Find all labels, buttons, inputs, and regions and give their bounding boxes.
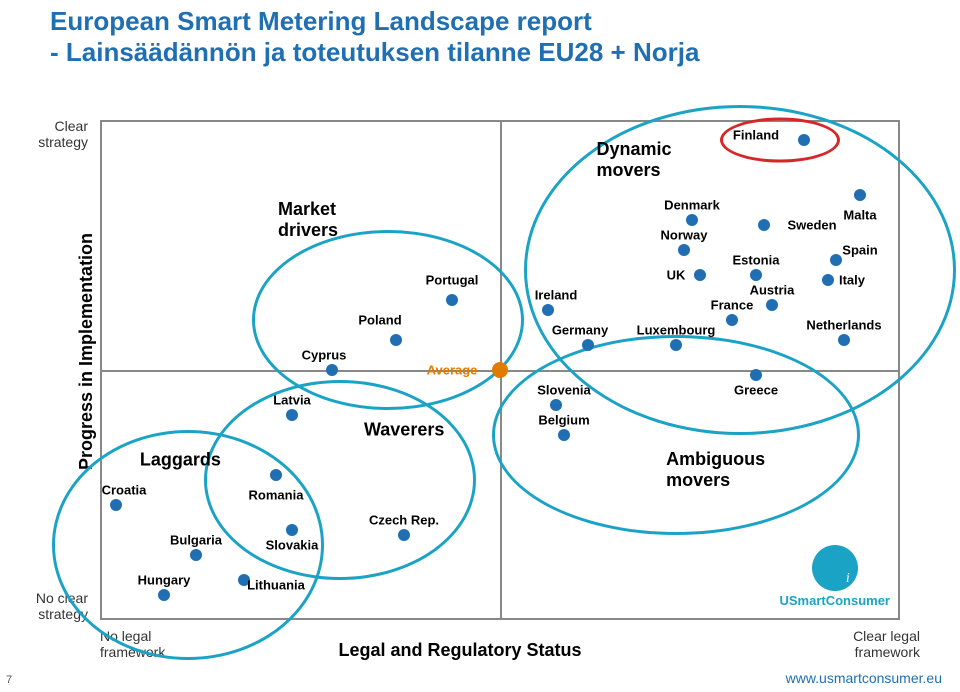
group-label-market-drivers: Marketdrivers: [278, 199, 338, 241]
group-label-waverers: Waverers: [364, 420, 444, 441]
data-label-malta: Malta: [843, 208, 876, 223]
data-label-bulgaria: Bulgaria: [170, 533, 222, 548]
logo-text: USmartConsumer: [779, 593, 890, 608]
data-label-netherlands: Netherlands: [806, 318, 881, 333]
data-point-denmark: [686, 214, 698, 226]
data-label-average: Average: [427, 363, 478, 378]
data-label-belgium: Belgium: [538, 413, 589, 428]
y-axis-title: Progress in Implementation: [76, 233, 97, 470]
data-point-sweden: [758, 219, 770, 231]
page-number: 7: [6, 674, 12, 686]
logo: USmartConsumer: [779, 545, 890, 608]
data-label-greece: Greece: [734, 383, 778, 398]
data-label-hungary: Hungary: [138, 573, 191, 588]
page-title: European Smart Metering Landscape report…: [50, 6, 699, 68]
data-label-finland: Finland: [733, 128, 779, 143]
data-label-estonia: Estonia: [733, 253, 780, 268]
data-label-ireland: Ireland: [535, 288, 578, 303]
data-label-austria: Austria: [750, 283, 795, 298]
data-label-norway: Norway: [661, 228, 708, 243]
data-label-denmark: Denmark: [664, 198, 720, 213]
data-point-latvia: [286, 409, 298, 421]
data-point-estonia: [750, 269, 762, 281]
data-label-italy: Italy: [839, 273, 865, 288]
data-point-netherlands: [838, 334, 850, 346]
data-point-austria: [766, 299, 778, 311]
data-point-romania: [270, 469, 282, 481]
data-label-slovenia: Slovenia: [537, 383, 590, 398]
data-point-cyprus: [326, 364, 338, 376]
data-point-norway: [678, 244, 690, 256]
x-tick-max: Clear legalframework: [800, 628, 920, 660]
data-point-bulgaria: [190, 549, 202, 561]
y-tick-max: Clearstrategy: [28, 118, 88, 150]
data-point-ireland: [542, 304, 554, 316]
data-point-uk: [694, 269, 706, 281]
data-label-lithuania: Lithuania: [247, 578, 305, 593]
data-point-croatia: [110, 499, 122, 511]
data-point-germany: [582, 339, 594, 351]
data-point-finland: [798, 134, 810, 146]
data-point-slovenia: [550, 399, 562, 411]
group-label-laggards: Laggards: [140, 450, 221, 471]
data-point-spain: [830, 254, 842, 266]
data-point-czech-rep-: [398, 529, 410, 541]
title-line2: - Lainsäädännön ja toteutuksen tilanne E…: [50, 37, 699, 68]
logo-icon: [812, 545, 858, 591]
data-label-luxembourg: Luxembourg: [637, 323, 716, 338]
data-label-croatia: Croatia: [102, 483, 147, 498]
data-point-malta: [854, 189, 866, 201]
data-label-cyprus: Cyprus: [302, 348, 347, 363]
data-label-poland: Poland: [358, 313, 401, 328]
group-ellipse-ambiguous-movers: [492, 335, 860, 535]
data-point-belgium: [558, 429, 570, 441]
title-line1: European Smart Metering Landscape report: [50, 6, 699, 37]
group-label-ambiguous-movers: Ambiguousmovers: [666, 449, 765, 491]
data-label-spain: Spain: [842, 243, 877, 258]
footer-url: www.usmartconsumer.eu: [786, 670, 942, 686]
data-label-germany: Germany: [552, 323, 608, 338]
data-label-slovakia: Slovakia: [266, 538, 319, 553]
group-label-dynamic-movers: Dynamicmovers: [596, 139, 671, 181]
data-point-italy: [822, 274, 834, 286]
data-label-france: France: [711, 298, 754, 313]
x-axis-title: Legal and Regulatory Status: [260, 640, 660, 661]
data-label-uk: UK: [667, 268, 686, 283]
data-label-latvia: Latvia: [273, 393, 311, 408]
data-point-luxembourg: [670, 339, 682, 351]
data-label-czech-rep-: Czech Rep.: [369, 513, 439, 528]
data-label-romania: Romania: [249, 488, 304, 503]
data-point-france: [726, 314, 738, 326]
data-point-greece: [750, 369, 762, 381]
data-point-portugal: [446, 294, 458, 306]
data-point-hungary: [158, 589, 170, 601]
data-point-poland: [390, 334, 402, 346]
data-label-portugal: Portugal: [426, 273, 479, 288]
data-point-average: [492, 362, 508, 378]
data-point-slovakia: [286, 524, 298, 536]
data-label-sweden: Sweden: [787, 218, 836, 233]
